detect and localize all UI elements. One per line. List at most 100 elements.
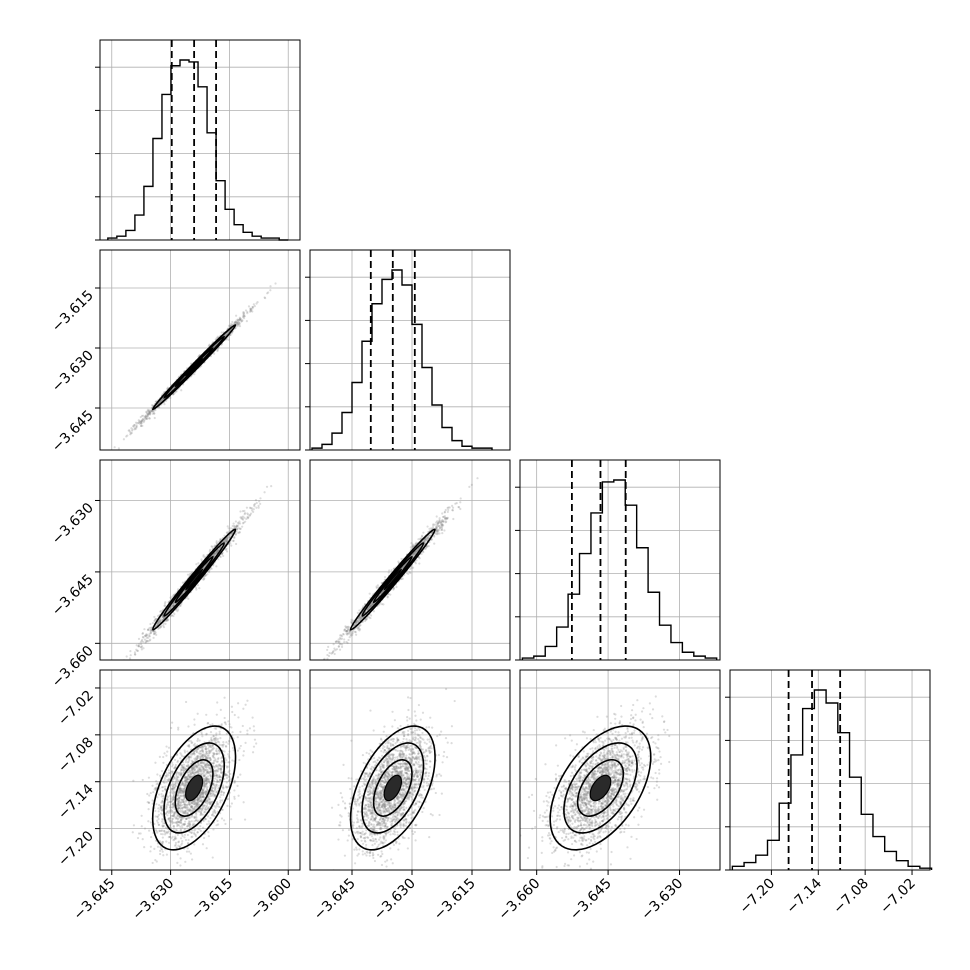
sample-point: [427, 545, 430, 548]
sample-point: [169, 396, 172, 399]
sample-point: [412, 566, 415, 569]
sample-point: [183, 590, 186, 593]
sample-point: [178, 845, 181, 848]
sample-point: [218, 730, 221, 733]
sample-point: [122, 438, 125, 441]
sample-point: [443, 529, 446, 532]
sample-point: [343, 641, 346, 644]
histogram-p0: [107, 59, 289, 241]
sample-point: [370, 603, 373, 606]
sample-point: [132, 425, 136, 428]
grid-layer: [100, 40, 930, 870]
sample-point: [334, 640, 338, 643]
sample-point: [335, 648, 339, 651]
sample-point: [226, 538, 229, 541]
sample-point: [241, 315, 245, 319]
sample-point: [148, 417, 151, 420]
sample-point: [346, 626, 350, 629]
sample-point: [435, 526, 438, 530]
sample-point: [217, 548, 220, 552]
sample-point: [381, 590, 384, 593]
sample-point: [236, 321, 239, 324]
sample-point: [235, 314, 238, 317]
sample-point: [444, 518, 447, 521]
sample-point: [371, 602, 374, 605]
sample-point: [426, 537, 429, 540]
sample-point: [427, 534, 430, 537]
sample-point: [411, 545, 414, 548]
sample-point: [269, 289, 272, 292]
sample-point: [454, 502, 457, 505]
sample-point: [330, 652, 333, 655]
sample-point: [433, 542, 436, 545]
sample-point: [423, 539, 426, 542]
sample-point: [348, 632, 351, 635]
sample-point: [376, 584, 379, 587]
sample-point: [144, 634, 147, 637]
sample-point: [152, 633, 156, 636]
sample-point: [226, 531, 229, 534]
sample-point: [224, 542, 227, 545]
sample-point: [357, 625, 360, 628]
sample-point: [170, 796, 173, 799]
sample-point: [158, 401, 161, 404]
sample-point: [133, 428, 136, 431]
sample-point: [433, 535, 436, 538]
sample-point: [323, 665, 325, 667]
sample-point: [426, 535, 429, 539]
sample-point: [136, 649, 139, 652]
sample-point: [202, 578, 205, 581]
sample-point: [441, 524, 444, 527]
sample-point: [248, 506, 252, 509]
sample-point: [222, 554, 225, 557]
sample-point: [181, 799, 185, 802]
sample-point: [436, 522, 439, 525]
sample-point: [147, 410, 151, 413]
sample-point: [117, 671, 119, 673]
sample-point: [370, 603, 373, 606]
sample-point: [185, 804, 189, 807]
sample-point: [338, 648, 342, 651]
sample-point: [145, 633, 149, 636]
sample-point: [360, 616, 363, 619]
sample-point: [234, 322, 237, 325]
sample-point: [197, 562, 200, 565]
scatter-p0-p1: [113, 282, 277, 450]
sample-point: [161, 397, 164, 401]
sample-point: [207, 835, 210, 838]
sample-point: [346, 632, 349, 635]
sample-point: [440, 519, 443, 523]
sample-point: [315, 672, 317, 674]
sample-point: [176, 804, 179, 807]
sample-point: [437, 520, 440, 523]
sample-point: [239, 318, 242, 321]
sample-point: [386, 595, 389, 598]
sample-point: [382, 589, 385, 593]
sample-point: [359, 616, 362, 619]
density-core: [185, 357, 204, 377]
sample-point: [154, 625, 157, 628]
sample-point: [438, 519, 441, 523]
sample-point: [417, 538, 420, 541]
sample-point: [167, 803, 170, 806]
sample-point: [249, 512, 253, 515]
sample-point: [128, 429, 131, 432]
sample-point: [442, 520, 445, 523]
sample-point: [381, 590, 384, 593]
sample-point: [133, 651, 137, 654]
sample-point: [350, 621, 353, 624]
sample-point: [133, 423, 136, 427]
sample-point: [239, 318, 242, 321]
sample-point: [421, 534, 424, 537]
sample-point: [415, 559, 418, 562]
sample-point: [158, 619, 161, 623]
sample-point: [153, 630, 156, 633]
sample-point: [157, 627, 160, 630]
sample-point: [141, 638, 144, 641]
sample-point: [145, 639, 149, 643]
sample-point: [248, 310, 252, 313]
sample-point: [413, 553, 416, 556]
sample-point: [139, 645, 142, 649]
sample-point: [202, 555, 205, 558]
sample-point: [239, 527, 242, 530]
